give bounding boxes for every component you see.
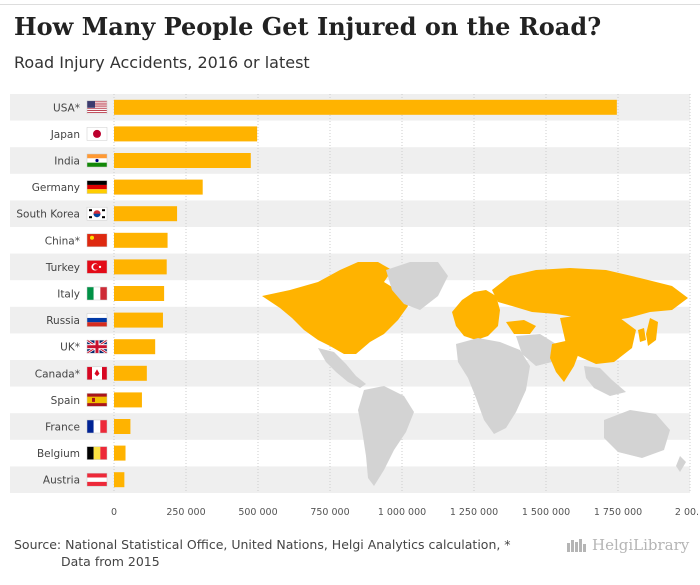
x-tick-labels: 0 250 000 500 000 750 000 1 000 000 1 250 000… <box>111 507 700 518</box>
bar-canada[interactable] <box>114 365 147 381</box>
category-label: UK* <box>60 342 80 354</box>
map-korea <box>638 328 646 342</box>
bar-uk[interactable] <box>114 339 156 355</box>
bar-china[interactable] <box>114 232 168 248</box>
map-north-america <box>262 262 408 354</box>
chart-subtitle: Road Injury Accidents, 2016 or latest <box>14 53 310 72</box>
bar-south-korea[interactable] <box>114 206 178 222</box>
category-label: Canada* <box>35 368 80 380</box>
x-tick-label: 2 00... <box>675 507 700 518</box>
bar-russia[interactable] <box>114 312 163 328</box>
source-line-2: Data from 2015 <box>61 554 160 569</box>
bar-turkey[interactable] <box>114 259 167 275</box>
map-japan <box>646 318 658 346</box>
spain-flag-icon <box>86 393 108 407</box>
turkey-flag-icon <box>86 260 108 274</box>
france-flag-icon <box>86 419 108 434</box>
category-label: Spain <box>51 395 80 407</box>
canada-flag-icon <box>86 366 108 381</box>
category-label: India <box>54 156 80 168</box>
map-australia <box>604 410 670 458</box>
map-south-america <box>358 386 414 486</box>
bar-austria[interactable] <box>114 472 125 488</box>
russia-flag-icon <box>86 313 108 327</box>
map-new-zealand <box>676 456 686 472</box>
flags <box>86 100 108 487</box>
row-band <box>10 413 690 440</box>
china-flag-icon <box>86 233 108 248</box>
japan-flag-icon <box>86 127 108 141</box>
category-label: Japan <box>50 129 80 141</box>
brand-name: HelgiLibrary <box>592 536 690 554</box>
map-africa <box>456 338 530 434</box>
map-greenland <box>386 262 448 310</box>
bar-usa[interactable] <box>114 99 617 115</box>
category-label: USA* <box>53 102 80 114</box>
map-middle-east <box>516 334 556 366</box>
bar-belgium[interactable] <box>114 445 126 461</box>
row-band <box>10 147 690 174</box>
map-russia <box>492 268 688 322</box>
header-rule <box>0 4 700 5</box>
chart-title: How Many People Get Injured on the Road? <box>14 12 602 41</box>
category-labels: USA* Japan India Germany South Korea China* Tu… <box>16 102 80 486</box>
bar-spain[interactable] <box>114 392 142 408</box>
category-label: China* <box>45 235 80 247</box>
belgium-flag-icon <box>86 446 108 460</box>
source-line-1: Source: National Statistical Office, Uni… <box>14 537 511 552</box>
x-tick-label: 0 <box>111 507 117 518</box>
category-label: Austria <box>43 475 80 487</box>
row-band <box>10 200 690 227</box>
italy-flag-icon <box>86 286 108 301</box>
austria-flag-icon <box>86 472 108 487</box>
map-europe <box>452 290 500 340</box>
category-label: France <box>45 422 80 434</box>
map-turkey <box>506 320 536 334</box>
category-label: Turkey <box>45 262 80 274</box>
category-label: Belgium <box>37 448 80 460</box>
map-se-asia <box>584 366 626 396</box>
world-map <box>262 262 688 486</box>
south-korea-flag-icon <box>86 206 108 221</box>
library-icon <box>567 539 586 552</box>
x-tick-label: 1 750 000 <box>594 507 642 518</box>
us-flag-icon <box>86 100 108 115</box>
x-tick-label: 250 000 <box>166 507 205 518</box>
x-tick-label: 500 000 <box>238 507 277 518</box>
map-central-america <box>318 348 366 388</box>
category-label: Germany <box>32 182 80 194</box>
x-tick-label: 1 000 000 <box>378 507 426 518</box>
india-flag-icon <box>86 153 108 168</box>
bar-france[interactable] <box>114 419 131 434</box>
x-tick-label: 750 000 <box>310 507 349 518</box>
uk-flag-icon <box>86 339 108 355</box>
category-label: Russia <box>46 315 80 327</box>
category-label: Italy <box>57 289 80 301</box>
x-tick-label: 1 250 000 <box>450 507 498 518</box>
row-band <box>10 466 690 493</box>
bar-italy[interactable] <box>114 286 165 301</box>
bar-india[interactable] <box>114 153 251 168</box>
germany-flag-icon <box>86 180 108 194</box>
x-tick-label: 1 500 000 <box>522 507 570 518</box>
helgi-library-logo: HelgiLibrary <box>566 536 689 554</box>
map-china <box>560 314 636 364</box>
bar-germany[interactable] <box>114 179 203 195</box>
bar-japan[interactable] <box>114 126 258 142</box>
source-note: Source: National Statistical Office, Uni… <box>14 536 534 570</box>
bars <box>114 99 617 488</box>
category-label: South Korea <box>16 209 80 221</box>
